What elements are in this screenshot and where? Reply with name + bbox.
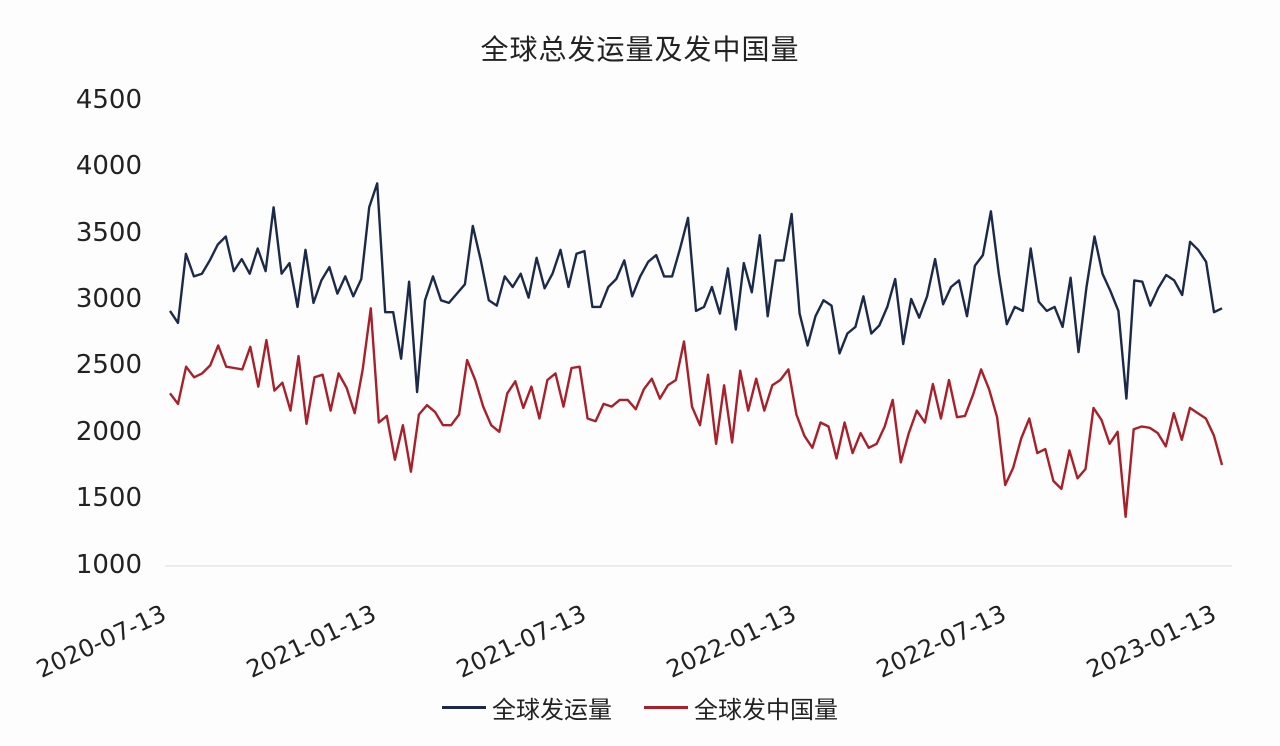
y-tick-label: 2500 xyxy=(75,350,142,380)
legend-item-global-shipments[interactable]: 全球发运量 xyxy=(442,690,612,725)
legend-label: 全球发运量 xyxy=(492,696,612,724)
y-tick-label: 1500 xyxy=(75,483,142,513)
y-tick-label: 3500 xyxy=(75,218,142,248)
legend-label: 全球发中国量 xyxy=(694,696,838,724)
legend-swatch-line-icon xyxy=(644,706,688,709)
series-line-global-shipments xyxy=(169,182,1223,400)
y-tick-label: 2000 xyxy=(75,417,142,447)
y-tick-label: 4000 xyxy=(75,151,142,181)
y-tick-label: 4500 xyxy=(75,85,142,115)
series-line-to-china xyxy=(169,307,1224,518)
legend-swatch-line-icon xyxy=(442,706,486,709)
y-tick-label: 1000 xyxy=(75,550,142,580)
legend: 全球发运量 全球发中国量 xyxy=(0,690,1280,725)
chart-title: 全球总发运量及发中国量 xyxy=(480,33,800,66)
legend-item-to-china[interactable]: 全球发中国量 xyxy=(644,690,838,725)
y-tick-label: 3000 xyxy=(75,284,142,314)
